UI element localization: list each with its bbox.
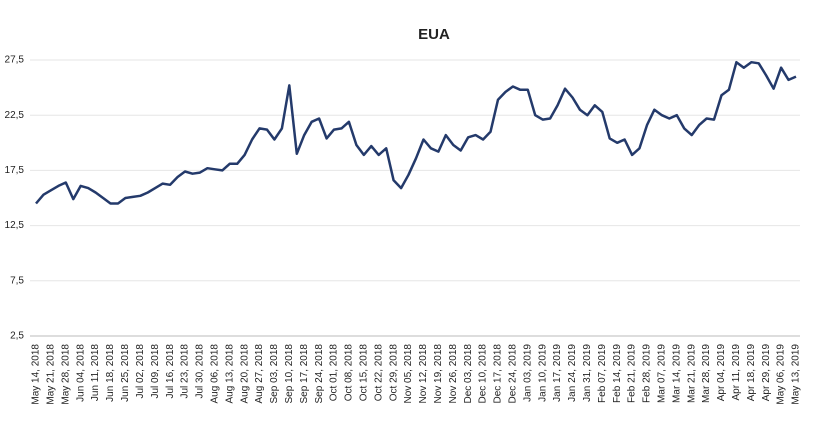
- x-tick-label: Nov 12, 2018: [418, 344, 429, 404]
- x-tick-label: Oct 22, 2018: [373, 344, 384, 402]
- x-tick-label: Dec 10, 2018: [478, 344, 489, 404]
- x-tick-label: Sep 24, 2018: [314, 344, 325, 404]
- x-tick-label: Jun 18, 2018: [105, 344, 116, 402]
- y-tick-label: 2,5: [10, 331, 24, 342]
- x-tick-label: Nov 19, 2018: [433, 344, 444, 404]
- x-tick-label: Mar 14, 2019: [671, 344, 682, 403]
- y-tick-label: 12,5: [5, 220, 25, 231]
- x-tick-label: Oct 29, 2018: [388, 344, 399, 402]
- x-tick-label: Sep 03, 2018: [269, 344, 280, 404]
- x-tick-label: Mar 07, 2019: [657, 344, 668, 403]
- x-tick-label: May 28, 2018: [60, 344, 71, 405]
- x-tick-label: Aug 06, 2018: [209, 344, 220, 404]
- x-tick-label: Oct 01, 2018: [329, 344, 340, 402]
- x-tick-label: Jun 11, 2018: [90, 344, 101, 402]
- x-tick-label: Feb 28, 2019: [642, 344, 653, 403]
- x-tick-label: Jul 02, 2018: [135, 344, 146, 399]
- x-tick-label: Oct 08, 2018: [344, 344, 355, 402]
- y-tick-label: 7,5: [10, 275, 24, 286]
- x-tick-label: Dec 03, 2018: [463, 344, 474, 404]
- chart-title: EUA: [418, 26, 450, 43]
- x-tick-label: Apr 18, 2019: [746, 344, 757, 402]
- x-tick-label: May 21, 2018: [46, 344, 57, 405]
- x-tick-label: Oct 15, 2018: [358, 344, 369, 402]
- x-tick-label: Jun 25, 2018: [120, 344, 131, 402]
- x-tick-label: Jul 16, 2018: [165, 344, 176, 399]
- x-tick-label: Nov 26, 2018: [448, 344, 459, 404]
- x-tick-label: Aug 27, 2018: [254, 344, 265, 404]
- x-tick-label: May 14, 2018: [31, 344, 42, 405]
- x-tick-label: Mar 28, 2019: [701, 344, 712, 403]
- x-tick-label: Dec 17, 2018: [493, 344, 504, 404]
- x-tick-label: Feb 07, 2019: [597, 344, 608, 403]
- x-tick-label: Jan 10, 2019: [537, 344, 548, 402]
- x-tick-label: May 13, 2019: [791, 344, 802, 405]
- x-tick-label: Aug 20, 2018: [239, 344, 250, 404]
- x-tick-label: Sep 17, 2018: [299, 344, 310, 404]
- x-tick-label: Feb 21, 2019: [627, 344, 638, 403]
- x-tick-label: Jun 04, 2018: [75, 344, 86, 402]
- y-tick-label: 27,5: [5, 55, 25, 66]
- x-tick-label: Sep 10, 2018: [284, 344, 295, 404]
- x-tick-label: Jan 03, 2019: [522, 344, 533, 402]
- y-tick-label: 22,5: [5, 110, 25, 121]
- x-tick-label: Jan 24, 2019: [567, 344, 578, 402]
- x-tick-label: Jul 23, 2018: [180, 344, 191, 399]
- x-tick-label: Jan 31, 2019: [582, 344, 593, 402]
- y-tick-label: 17,5: [5, 165, 25, 176]
- x-tick-label: Feb 14, 2019: [612, 344, 623, 403]
- x-tick-label: Apr 11, 2019: [731, 344, 742, 401]
- x-tick-label: Mar 21, 2019: [686, 344, 697, 403]
- x-tick-label: Nov 05, 2018: [403, 344, 414, 404]
- x-tick-label: Jul 30, 2018: [195, 344, 206, 399]
- x-tick-label: Jan 17, 2019: [552, 344, 563, 402]
- x-tick-label: Dec 24, 2018: [508, 344, 519, 404]
- x-tick-label: May 06, 2019: [776, 344, 787, 405]
- x-tick-label: Aug 13, 2018: [224, 344, 235, 404]
- x-tick-label: Jul 09, 2018: [150, 344, 161, 399]
- price-line: [35, 60, 797, 205]
- x-tick-label: Apr 29, 2019: [761, 344, 772, 402]
- x-tick-label: Apr 04, 2019: [716, 344, 727, 402]
